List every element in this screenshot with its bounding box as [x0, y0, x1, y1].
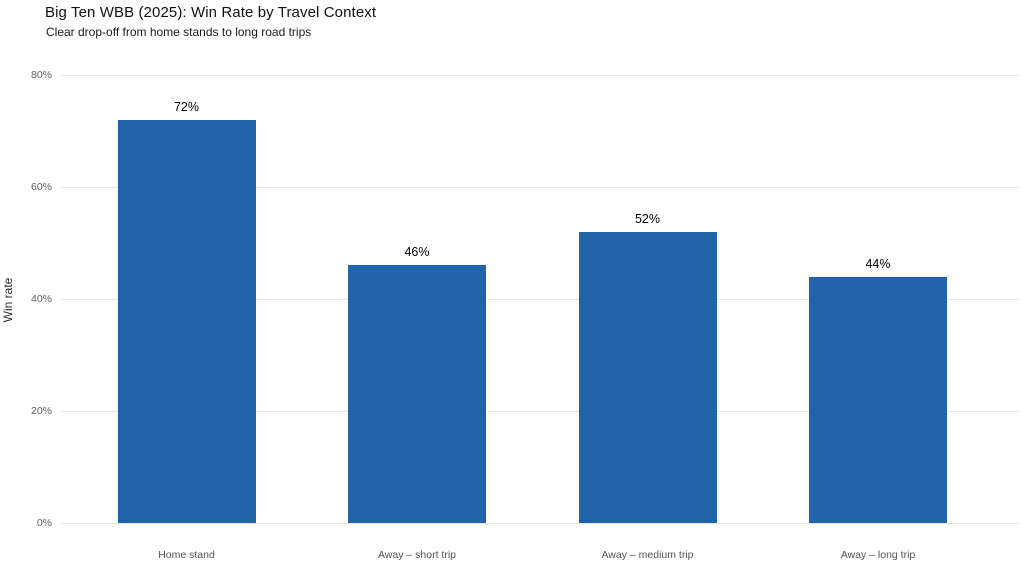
- y-tick-label: 80%: [30, 69, 52, 81]
- chart-title: Big Ten WBB (2025): Win Rate by Travel C…: [45, 4, 377, 21]
- bar-2: [348, 265, 486, 523]
- bar-4: [809, 276, 947, 523]
- bar-3: [578, 231, 717, 523]
- bar-1: [117, 119, 256, 523]
- x-tick-label: Home stand: [158, 549, 215, 561]
- x-tick-label: Away – long trip: [840, 549, 916, 561]
- y-tick-label: 40%: [30, 293, 52, 305]
- y-tick-label: 0%: [36, 517, 52, 529]
- chart-subtitle: Clear drop-off from home stands to long …: [46, 25, 312, 39]
- gridline-0%: [60, 522, 1019, 524]
- gridline-80%: [60, 74, 1019, 76]
- bar-value-label: 46%: [404, 245, 430, 260]
- bar-value-label: 44%: [865, 256, 891, 271]
- bar-value-label: 72%: [173, 99, 200, 114]
- x-tick-label: Away – medium trip: [601, 549, 694, 561]
- y-tick-label: 20%: [30, 405, 52, 417]
- gridline-60%: [60, 186, 1019, 188]
- gridline-40%: [60, 298, 1019, 300]
- bar-value-label: 52%: [634, 211, 661, 226]
- x-tick-label: Away – short trip: [377, 549, 456, 561]
- y-tick-label: 60%: [30, 181, 52, 193]
- gridline-20%: [60, 410, 1019, 412]
